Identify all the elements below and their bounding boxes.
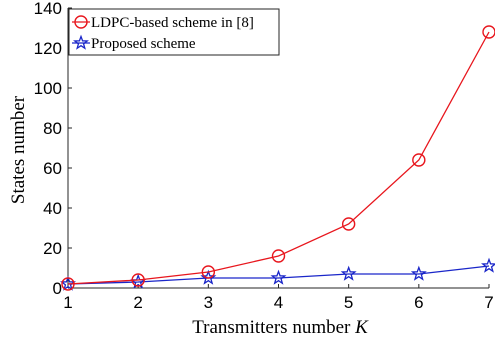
y-tick-label: 140 xyxy=(34,0,62,18)
x-tick-label: 6 xyxy=(414,293,423,312)
series-ldpc xyxy=(61,25,495,291)
data-point-ldpc xyxy=(341,217,356,231)
legend-marker-ldpc xyxy=(74,15,88,29)
series-line-ldpc xyxy=(67,31,490,285)
legend: LDPC-based scheme in [8] Proposed scheme xyxy=(68,8,280,56)
x-axis-title: Transmitters number K xyxy=(192,317,369,338)
data-point-ldpc xyxy=(412,153,426,167)
y-tick-label: 40 xyxy=(43,199,62,218)
y-axis-title: States number xyxy=(8,95,29,204)
x-axis-ticks: 1 2 3 4 5 6 7 xyxy=(63,284,494,312)
series-layer xyxy=(60,25,495,291)
y-tick-label: 100 xyxy=(34,79,62,98)
data-point-proposed xyxy=(60,275,76,291)
legend-marker-proposed xyxy=(73,34,89,50)
data-point-proposed xyxy=(410,265,427,281)
y-tick-label: 80 xyxy=(43,119,62,138)
data-point-proposed xyxy=(340,265,357,281)
data-point-ldpc xyxy=(131,273,145,287)
y-tick-label: 60 xyxy=(43,159,62,178)
x-tick-label: 3 xyxy=(204,293,213,312)
y-tick-label: 120 xyxy=(34,39,62,58)
data-point-ldpc xyxy=(271,249,286,263)
x-axis-title-text: Transmitters number xyxy=(192,317,355,338)
x-axis-title-variable: K xyxy=(354,317,369,338)
x-tick-label: 7 xyxy=(484,293,493,312)
y-tick-label: 0 xyxy=(53,279,62,298)
x-tick-label: 1 xyxy=(63,293,72,312)
y-axis-ticks: 0 20 40 60 80 100 120 140 xyxy=(34,0,72,298)
legend-box xyxy=(68,8,280,56)
series-line-proposed xyxy=(67,265,490,285)
legend-label-ldpc: LDPC-based scheme in [8] xyxy=(91,15,254,31)
x-tick-label: 2 xyxy=(133,293,142,312)
x-tick-label: 5 xyxy=(344,293,353,312)
x-tick-label: 4 xyxy=(274,293,283,312)
data-point-ldpc xyxy=(61,277,75,291)
data-point-ldpc xyxy=(201,265,216,279)
legend-label-proposed: Proposed scheme xyxy=(91,36,196,52)
data-point-proposed xyxy=(270,269,287,285)
data-point-proposed xyxy=(481,257,495,273)
data-point-ldpc xyxy=(482,25,495,39)
y-tick-label: 20 xyxy=(43,239,62,258)
